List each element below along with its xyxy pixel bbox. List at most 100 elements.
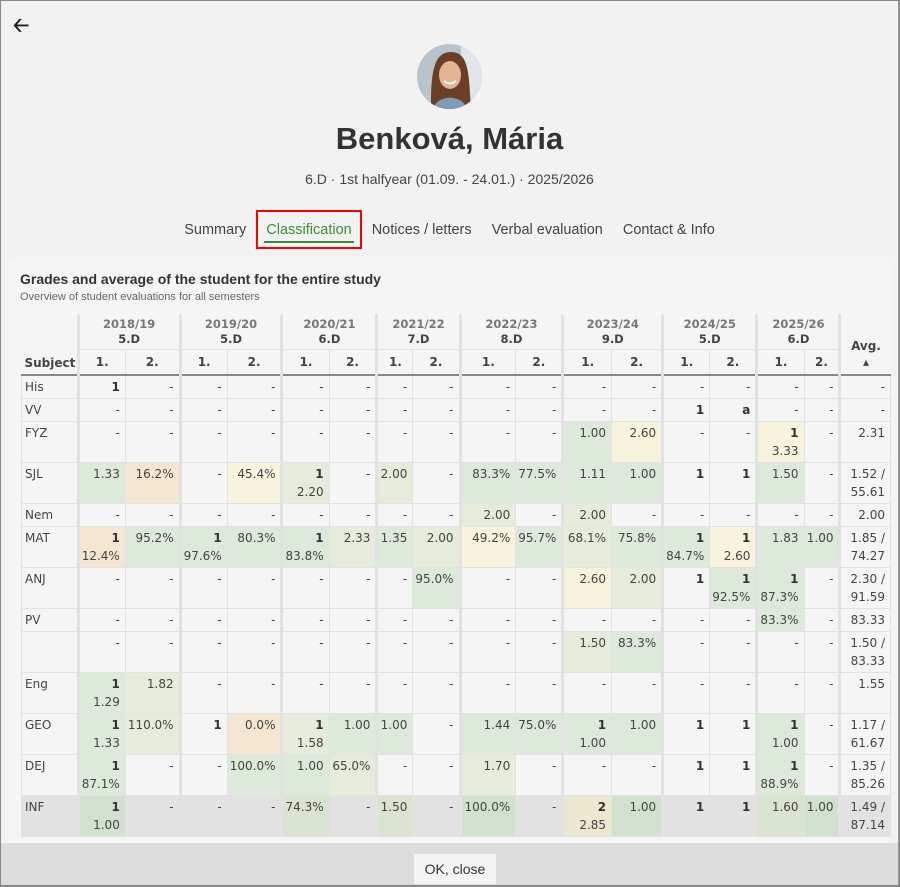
grade-cell[interactable]: - bbox=[124, 567, 181, 609]
grade-cell[interactable]: - bbox=[661, 421, 711, 463]
grade-cell[interactable]: - bbox=[178, 795, 228, 837]
grade-cell[interactable]: 1.33 bbox=[76, 462, 126, 504]
grade-cell[interactable]: - bbox=[280, 421, 330, 463]
semester-header[interactable]: 2. bbox=[803, 349, 840, 376]
grade-cell[interactable]: - bbox=[375, 567, 414, 609]
grade-cell[interactable]: 1 bbox=[661, 398, 711, 422]
grade-cell[interactable]: 2.33 bbox=[328, 526, 378, 568]
grade-cell[interactable]: - bbox=[124, 795, 181, 837]
grade-cell[interactable]: 1.11 bbox=[561, 462, 613, 504]
grade-cell[interactable]: 83.3% bbox=[755, 608, 805, 632]
grade-cell[interactable]: - bbox=[375, 608, 414, 632]
grade-cell[interactable]: - bbox=[803, 567, 841, 609]
grade-cell[interactable]: - bbox=[755, 398, 805, 422]
semester-header[interactable]: 1. bbox=[76, 349, 126, 376]
grade-cell[interactable]: 1 92.5% bbox=[709, 567, 758, 609]
semester-header[interactable]: 1. bbox=[661, 349, 710, 376]
table-row[interactable]: FYZ - - - - - - - - - -1.00 2.60- -1 3.33-2.31 bbox=[21, 421, 891, 463]
grade-cell[interactable]: 1.00 bbox=[375, 713, 414, 755]
grade-cell[interactable]: 0.0% bbox=[226, 713, 283, 755]
grade-cell[interactable]: 1 bbox=[76, 374, 126, 399]
grade-cell[interactable]: - bbox=[515, 421, 564, 463]
grade-cell[interactable]: - bbox=[375, 398, 414, 422]
grade-cell[interactable]: - bbox=[280, 631, 330, 673]
avg-header[interactable]: Avg. ▴ bbox=[838, 314, 891, 376]
grade-cell[interactable]: 2.60 bbox=[611, 421, 664, 463]
grade-cell[interactable]: 45.4% bbox=[226, 462, 283, 504]
grade-cell[interactable]: 1 1.00 bbox=[561, 713, 613, 755]
grade-cell[interactable]: 2.00 bbox=[611, 567, 664, 609]
grade-cell[interactable]: 49.2% bbox=[458, 526, 517, 568]
grade-cell[interactable]: 1 12.4% bbox=[76, 526, 126, 568]
grade-cell[interactable]: - bbox=[76, 567, 126, 609]
grade-cell[interactable]: - bbox=[611, 503, 664, 527]
grade-cell[interactable]: - bbox=[515, 608, 564, 632]
grade-cell[interactable]: 1 bbox=[709, 462, 758, 504]
grade-cell[interactable]: 80.3% bbox=[226, 526, 283, 568]
grade-cell[interactable]: 1.83 bbox=[755, 526, 805, 568]
grade-cell[interactable]: 1.00 bbox=[280, 754, 330, 796]
grade-cell[interactable]: - bbox=[328, 567, 378, 609]
grade-cell[interactable]: - bbox=[803, 608, 841, 632]
grade-cell[interactable]: 1.50 bbox=[755, 462, 805, 504]
semester-header[interactable]: 2. bbox=[709, 349, 757, 376]
grade-cell[interactable]: - bbox=[178, 462, 228, 504]
grade-cell[interactable]: - bbox=[803, 503, 841, 527]
grade-cell[interactable]: - bbox=[755, 631, 805, 673]
semester-header[interactable]: 2. bbox=[124, 349, 181, 376]
grade-cell[interactable]: - bbox=[76, 503, 126, 527]
grade-cell[interactable]: - bbox=[124, 398, 181, 422]
grade-cell[interactable]: - bbox=[178, 421, 228, 463]
grade-cell[interactable]: - bbox=[515, 795, 564, 837]
grade-cell[interactable]: 95.0% bbox=[412, 567, 461, 609]
grade-cell[interactable]: 2.60 bbox=[561, 567, 613, 609]
semester-header[interactable]: 1. bbox=[375, 349, 413, 376]
grade-cell[interactable]: - bbox=[515, 398, 564, 422]
grade-cell[interactable]: - bbox=[124, 503, 181, 527]
grade-cell[interactable]: 1.50 bbox=[561, 631, 613, 673]
grade-cell[interactable]: - bbox=[458, 398, 517, 422]
grade-cell[interactable]: - bbox=[375, 631, 414, 673]
grade-cell[interactable]: - bbox=[226, 398, 283, 422]
grade-cell[interactable]: - bbox=[280, 374, 330, 399]
grade-cell[interactable]: - bbox=[458, 631, 517, 673]
tab-contact-info[interactable]: Contact & Info bbox=[613, 220, 725, 247]
grade-cell[interactable]: - bbox=[375, 421, 414, 463]
grade-cell[interactable]: 1 87.1% bbox=[76, 754, 126, 796]
grade-cell[interactable]: 1.44 bbox=[458, 713, 517, 755]
grade-cell[interactable]: - bbox=[412, 713, 461, 755]
grade-cell[interactable]: 1 88.9% bbox=[755, 754, 805, 796]
grade-cell[interactable]: 1 2.20 bbox=[280, 462, 330, 504]
grade-cell[interactable]: - bbox=[178, 398, 228, 422]
grade-cell[interactable]: 95.7% bbox=[515, 526, 564, 568]
back-arrow-icon[interactable]: 🡠 bbox=[13, 13, 30, 37]
grade-cell[interactable]: 1 1.00 bbox=[76, 795, 126, 837]
tab-classification[interactable]: Classification bbox=[256, 210, 362, 249]
semester-header[interactable]: 2. bbox=[226, 349, 282, 376]
grade-cell[interactable]: 1.00 bbox=[611, 462, 664, 504]
grade-cell[interactable]: - bbox=[611, 374, 664, 399]
grade-cell[interactable]: - bbox=[561, 608, 613, 632]
grade-cell[interactable]: - bbox=[226, 631, 283, 673]
grade-cell[interactable]: - bbox=[561, 754, 613, 796]
grade-cell[interactable]: 68.1% bbox=[561, 526, 613, 568]
grade-cell[interactable]: - bbox=[226, 795, 283, 837]
grade-cell[interactable]: 1.00 bbox=[803, 526, 841, 568]
grade-cell[interactable]: - bbox=[124, 608, 181, 632]
grade-cell[interactable]: 1 87.3% bbox=[755, 567, 805, 609]
grade-cell[interactable]: - bbox=[561, 374, 613, 399]
grade-cell[interactable]: 1 bbox=[709, 795, 758, 837]
grade-cell[interactable]: - bbox=[124, 754, 181, 796]
grade-cell[interactable]: - bbox=[803, 421, 841, 463]
grade-cell[interactable]: - bbox=[709, 672, 758, 714]
grade-cell[interactable]: - bbox=[412, 374, 461, 399]
table-row[interactable]: INF 1 1.00- - -74.3% -1.50-100.0% -2 2.85 1.00 1 1… bbox=[21, 795, 891, 837]
grade-cell[interactable]: - bbox=[458, 567, 517, 609]
grade-cell[interactable]: - bbox=[226, 421, 283, 463]
grade-cell[interactable]: 1 bbox=[661, 567, 711, 609]
grade-cell[interactable]: - bbox=[76, 608, 126, 632]
grade-cell[interactable]: 1.35 bbox=[375, 526, 414, 568]
grade-cell[interactable]: - bbox=[178, 503, 228, 527]
grade-cell[interactable]: - bbox=[661, 608, 711, 632]
grade-cell[interactable]: - bbox=[76, 398, 126, 422]
